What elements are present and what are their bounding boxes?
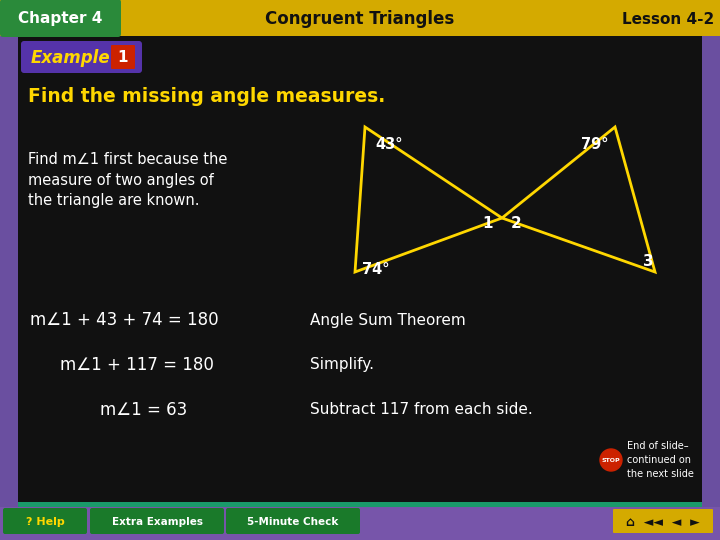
FancyBboxPatch shape [613,509,713,533]
Text: m∠1 = 63: m∠1 = 63 [100,401,187,419]
Text: 2: 2 [510,215,521,231]
FancyBboxPatch shape [226,508,360,534]
Bar [0,0,720,36]
Text: Simplify.: Simplify. [310,357,374,373]
Text: 3: 3 [643,254,653,269]
Text: the triangle are known.: the triangle are known. [28,192,199,207]
Text: Find the missing angle measures.: Find the missing angle measures. [28,87,385,106]
Bar [0,507,720,540]
Text: ? Help: ? Help [26,517,64,527]
FancyBboxPatch shape [111,45,135,69]
Text: m∠1 + 43 + 74 = 180: m∠1 + 43 + 74 = 180 [30,311,219,329]
Text: Lesson 4-2: Lesson 4-2 [622,11,714,26]
Text: Find m∠1 first because the: Find m∠1 first because the [28,152,228,167]
Text: 1: 1 [482,215,493,231]
Circle shape [600,449,622,471]
FancyBboxPatch shape [0,0,121,37]
Text: 1: 1 [118,51,128,65]
Text: Extra Examples: Extra Examples [112,517,202,527]
Bar [18,36,702,504]
Text: ⌂  ◄◄  ◄  ►: ⌂ ◄◄ ◄ ► [626,516,700,529]
Text: Example: Example [30,49,110,67]
Text: Angle Sum Theorem: Angle Sum Theorem [310,313,466,327]
Bar [18,502,702,507]
Text: 79°: 79° [580,137,608,152]
Text: Subtract 117 from each side.: Subtract 117 from each side. [310,402,533,417]
FancyBboxPatch shape [21,41,142,73]
Text: Chapter 4: Chapter 4 [18,11,102,26]
FancyBboxPatch shape [3,508,87,534]
Text: measure of two angles of: measure of two angles of [28,172,214,187]
Text: STOP: STOP [602,457,621,462]
Text: Congruent Triangles: Congruent Triangles [266,10,454,28]
FancyBboxPatch shape [90,508,224,534]
Text: m∠1 + 117 = 180: m∠1 + 117 = 180 [60,356,214,374]
Text: 5-Minute Check: 5-Minute Check [247,517,338,527]
Text: 74°: 74° [362,262,390,277]
Text: End of slide–
continued on
the next slide: End of slide– continued on the next slid… [627,441,694,479]
Text: 43°: 43° [375,137,402,152]
